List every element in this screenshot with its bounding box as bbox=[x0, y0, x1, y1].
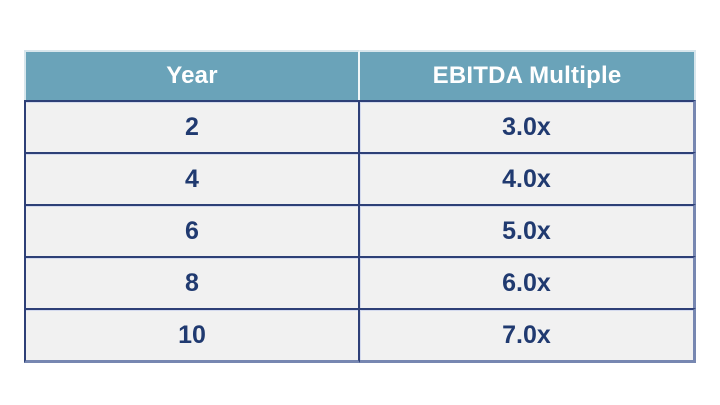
year-cell: 8 bbox=[24, 256, 360, 308]
multiple-cell: 5.0x bbox=[360, 204, 696, 256]
multiple-cell: 3.0x bbox=[360, 100, 696, 152]
table-row: 4 4.0x bbox=[24, 152, 696, 204]
data-table: Year EBITDA Multiple 2 3.0x 4 4.0x 6 5.0x 8 6.0… bbox=[24, 50, 696, 363]
multiple-cell: 7.0x bbox=[360, 308, 696, 363]
year-cell: 2 bbox=[24, 100, 360, 152]
table-row: 6 5.0x bbox=[24, 204, 696, 256]
year-cell: 4 bbox=[24, 152, 360, 204]
year-cell: 6 bbox=[24, 204, 360, 256]
multiple-cell: 6.0x bbox=[360, 256, 696, 308]
table-row: 10 7.0x bbox=[24, 308, 696, 363]
year-column-header: Year bbox=[24, 50, 360, 100]
table-row: 8 6.0x bbox=[24, 256, 696, 308]
multiple-cell: 4.0x bbox=[360, 152, 696, 204]
year-cell: 10 bbox=[24, 308, 360, 363]
header-row: Year EBITDA Multiple bbox=[24, 50, 696, 100]
table-body: 2 3.0x 4 4.0x 6 5.0x 8 6.0x 10 7.0x bbox=[24, 100, 696, 363]
table-row: 2 3.0x bbox=[24, 100, 696, 152]
ebitda-multiple-table: Year EBITDA Multiple 2 3.0x 4 4.0x 6 5.0x 8 6.0… bbox=[24, 50, 696, 363]
ebitda-multiple-column-header: EBITDA Multiple bbox=[360, 50, 696, 100]
